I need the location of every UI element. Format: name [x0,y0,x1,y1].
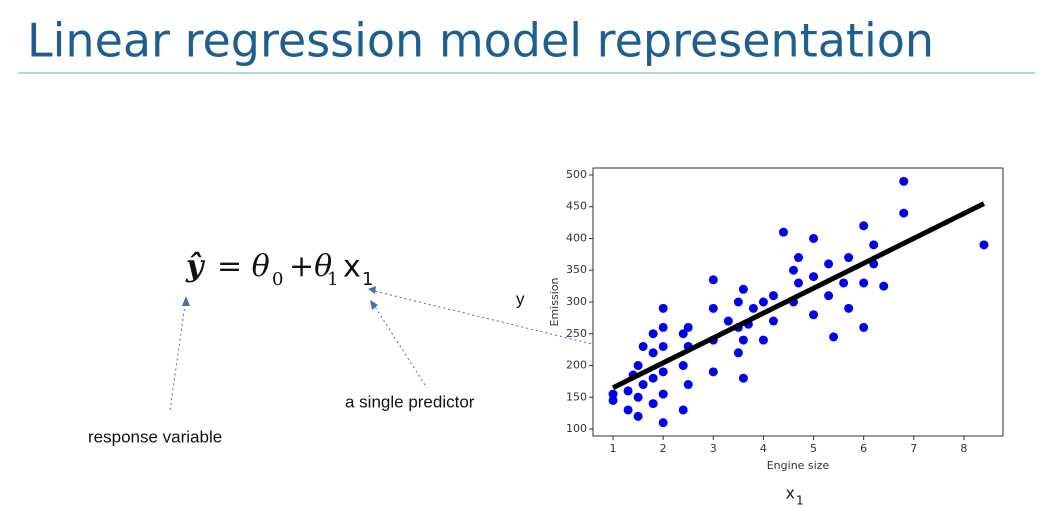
point [794,253,804,263]
x-tick-label: 8 [960,442,967,455]
y-tick-label: 300 [566,295,587,308]
x-tick-label: 2 [660,442,667,455]
arrows [169,289,626,411]
eq-part: +θ [289,249,332,284]
equation: ŷ = θ 0 +θ 1 x 1 [185,249,373,290]
point [658,389,668,399]
point [633,411,643,421]
point [623,386,633,396]
point [979,240,989,250]
point [809,233,819,243]
point [824,291,834,301]
y-tick-label: 100 [566,422,587,435]
y-tick-label: 450 [566,200,587,213]
point [824,259,834,269]
point [794,278,804,288]
point [768,316,778,326]
eq-sub: 0 [272,269,283,290]
point [738,373,748,383]
point [809,310,819,320]
point [738,284,748,294]
x-label-sub: 1 [796,494,804,508]
point [723,316,733,326]
point [809,272,819,282]
point [658,322,668,332]
point [608,395,618,405]
x-axis-label: Engine size [767,459,830,472]
eq-sub: 1 [362,269,373,290]
y-tick-label: 500 [566,168,587,181]
y-tick-label: 200 [566,359,587,372]
fit-line [611,201,986,390]
eq-sub: 1 [327,269,338,290]
arrowheads [182,286,378,310]
point [733,348,743,358]
point [748,303,758,313]
point [899,208,909,218]
point [829,332,839,342]
point [678,329,688,339]
point [758,335,768,345]
point [658,341,668,351]
y-tick-label: 150 [566,390,587,403]
point [899,176,909,186]
point [844,253,854,263]
y-tick-label: 250 [566,327,587,340]
point [738,335,748,345]
y-axis-label: Emission [548,278,561,327]
point [623,405,633,415]
eq-part: x [343,250,361,285]
eq-part: = θ [217,249,270,284]
x-tick-label: 4 [760,442,767,455]
y-label: y [516,289,525,308]
point [638,341,648,351]
point [648,373,658,383]
x-tick-label: 6 [860,442,867,455]
point [844,303,854,313]
point [648,329,658,339]
point [768,291,778,301]
point [633,392,643,402]
point [648,399,658,409]
point [633,361,643,371]
point [788,265,798,275]
point [608,389,618,399]
x-tick-label: 1 [610,442,617,455]
point [678,405,688,415]
slide-title: Linear regression model representation [27,14,934,68]
plot-area [592,167,1004,437]
point [678,361,688,371]
y-tick-label: 400 [566,231,587,244]
point [758,297,768,307]
point [683,380,693,390]
point [708,367,718,377]
predictor-note: a single predictor [345,392,475,411]
point [778,227,788,237]
point [658,367,668,377]
point [638,380,648,390]
point [839,278,849,288]
eq-yhat: ŷ [185,249,206,284]
x-tick-label: 5 [810,442,817,455]
response-note: response variable [88,427,222,446]
point [859,278,869,288]
x-tick-label: 7 [910,442,917,455]
point [648,348,658,358]
x-tick-label: 3 [710,442,717,455]
point [869,240,879,250]
point [879,281,889,291]
point [708,303,718,313]
point [658,418,668,428]
point [733,297,743,307]
point [708,275,718,285]
point [658,303,668,313]
y-tick-label: 350 [566,263,587,276]
x-label: x [786,483,795,502]
point [859,322,869,332]
point [859,221,869,231]
point [683,322,693,332]
